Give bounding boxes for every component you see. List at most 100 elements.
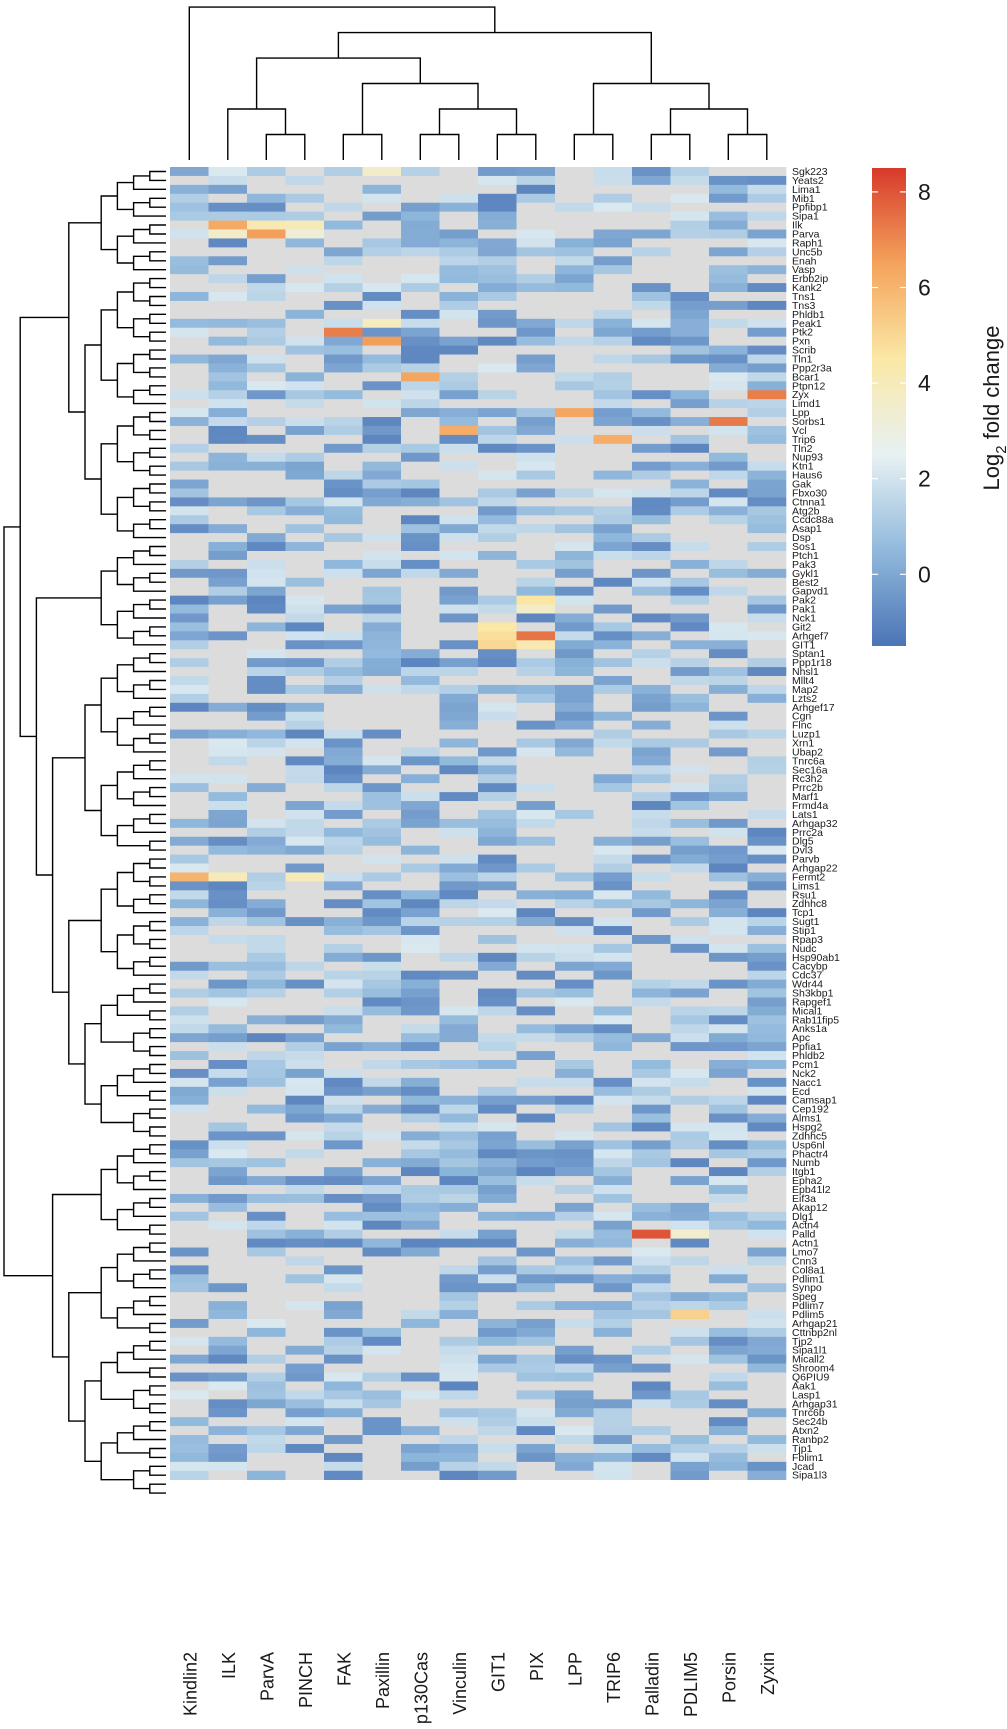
cell-ktn1-p130cas — [401, 461, 440, 471]
row-label-rc3h2: Rc3h2 — [792, 773, 823, 785]
row-label-parvb: Parvb — [792, 854, 820, 866]
cell-luzp1-parva — [247, 729, 286, 739]
cell-xrn1-fak — [324, 738, 363, 748]
cell-aak1-zyxin — [747, 1381, 787, 1391]
cell-prrc2b-vinculin — [439, 783, 479, 793]
cell-ctnna1-paxillin — [362, 497, 402, 507]
cell-sh3kbp1-trip6 — [593, 988, 633, 998]
row-label-limd1: Limd1 — [792, 398, 821, 410]
cell-arhgap32-pdlim5 — [670, 818, 710, 829]
cell-ptch1-fak — [324, 550, 363, 561]
cell-rc3h2-pix — [516, 774, 556, 784]
cell-tln1-palladin — [632, 354, 671, 364]
cell-tln1-git1 — [478, 354, 517, 364]
cell-ppp1r18-pdlim5 — [670, 658, 710, 668]
cell-nck2-kindlin2 — [170, 1068, 209, 1079]
cell-ppfia1-pinch — [285, 1042, 325, 1052]
cell-gykl1-fak — [324, 568, 363, 579]
cell-lasp1-pdlim5 — [670, 1390, 710, 1400]
cell-tjp1-p130cas — [401, 1443, 440, 1454]
row-label-peak1: Peak1 — [792, 318, 822, 330]
cell-erbb2ip-porsin — [709, 274, 748, 284]
cell-arhgap22-lpp — [555, 863, 594, 873]
cell-asap1-fak — [324, 524, 363, 534]
cell-arhgap31-pdlim5 — [670, 1399, 710, 1409]
cell-ptk2-pinch — [285, 327, 325, 337]
cell-unc5b-fak — [324, 247, 363, 257]
cell-anks1a-p130cas — [401, 1024, 440, 1034]
cell-aak1-ilk — [208, 1381, 248, 1391]
cell-ccdc88a-lpp — [555, 515, 594, 525]
cell-lims1-palladin — [632, 881, 671, 891]
row-label-usp6nl: Usp6nl — [792, 1139, 825, 1151]
cell-numb-pix — [516, 1158, 556, 1168]
row-dendrogram-branch — [100, 195, 118, 251]
cell-sipa1l3-palladin — [632, 1470, 671, 1481]
cell-phldb2-p130cas — [401, 1051, 440, 1061]
cell-flnc-pdlim5 — [670, 720, 710, 730]
cell-best2-pix — [516, 577, 556, 588]
cell-unc5b-pinch — [285, 247, 325, 257]
cell-actn4-zyxin — [747, 1220, 787, 1230]
cell-luzp1-pdlim5 — [670, 729, 710, 739]
cell-cep192-ilk — [208, 1104, 248, 1114]
cell-ppfibp1-parva — [247, 202, 286, 212]
cell-zyx-pdlim5 — [670, 390, 710, 400]
cell-cgn-git1 — [478, 711, 517, 721]
row-dendrogram-branch — [149, 733, 166, 744]
cell-mical1-lpp — [555, 1006, 594, 1016]
cell-lats1-vinculin — [439, 809, 479, 820]
cell-alms1-lpp — [555, 1113, 594, 1123]
cell-mical1-trip6 — [593, 1006, 633, 1016]
cell-pak1-pix — [516, 604, 556, 614]
cell-tjp2-ilk — [208, 1336, 248, 1347]
cell-nhsl1-kindlin2 — [170, 667, 209, 677]
row-label-bcar1: Bcar1 — [792, 371, 820, 383]
cell-pdlim1-trip6 — [593, 1274, 633, 1284]
cell-sgk223-git1 — [478, 167, 517, 177]
cell-parva-pdlim5 — [670, 229, 710, 239]
cell-asap1-ilk — [208, 524, 248, 534]
cell-micall2-lpp — [555, 1354, 594, 1364]
cell-nck2-ilk — [208, 1068, 248, 1079]
cell-epha2-ilk — [208, 1176, 248, 1186]
cell-asap1-paxillin — [362, 524, 402, 534]
cell-sugt1-kindlin2 — [170, 917, 209, 927]
cell-arhgef7-pix — [516, 631, 556, 641]
cell-tln1-fak — [324, 354, 363, 364]
cell-nck2-fak — [324, 1068, 363, 1079]
cell-anks1a-ilk — [208, 1024, 248, 1034]
cell-sec16a-zyxin — [747, 765, 787, 775]
cell-cttnbp2nl-fak — [324, 1327, 363, 1338]
cell-actn1-porsin — [709, 1238, 748, 1248]
cell-trip6-p130cas — [401, 434, 440, 445]
cell-frmd4a-vinculin — [439, 801, 479, 811]
row-dendrogram-branch — [149, 1447, 166, 1459]
cell-col8a1-ilk — [208, 1265, 248, 1275]
cell-pxn-ilk — [208, 336, 248, 346]
cell-ppp2r3a-pix — [516, 363, 556, 373]
cell-dsp-parva — [247, 533, 286, 543]
cell-phactr4-zyxin — [747, 1149, 787, 1159]
cell-cnn3-fak — [324, 1256, 363, 1266]
cell-rsu1-p130cas — [401, 890, 440, 900]
cell-pxn-vinculin — [439, 336, 479, 346]
row-label-pxn: Pxn — [792, 336, 810, 348]
cell-trip6-pix — [516, 434, 556, 445]
cell-vasp-zyxin — [747, 265, 787, 275]
cell-sh3kbp1-zyxin — [747, 988, 787, 998]
cell-cdc37-lpp — [555, 970, 594, 980]
cell-mical1-zyxin — [747, 1006, 787, 1016]
cell-prrc2a-p130cas — [401, 827, 440, 838]
cell-sptan1-paxillin — [362, 649, 402, 659]
cell-ecd-porsin — [709, 1086, 748, 1097]
row-dendrogram-branch — [149, 313, 166, 324]
cell-map2-fak — [324, 684, 363, 695]
cell-lats1-pix — [516, 809, 556, 820]
cell-fbxo30-vinculin — [439, 488, 479, 498]
cell-rapgef1-p130cas — [401, 997, 440, 1007]
cell-zyx-p130cas — [401, 390, 440, 400]
cell-bcar1-lpp — [555, 372, 594, 382]
cell-sugt1-git1 — [478, 917, 517, 927]
cell-lats1-palladin — [632, 809, 671, 820]
